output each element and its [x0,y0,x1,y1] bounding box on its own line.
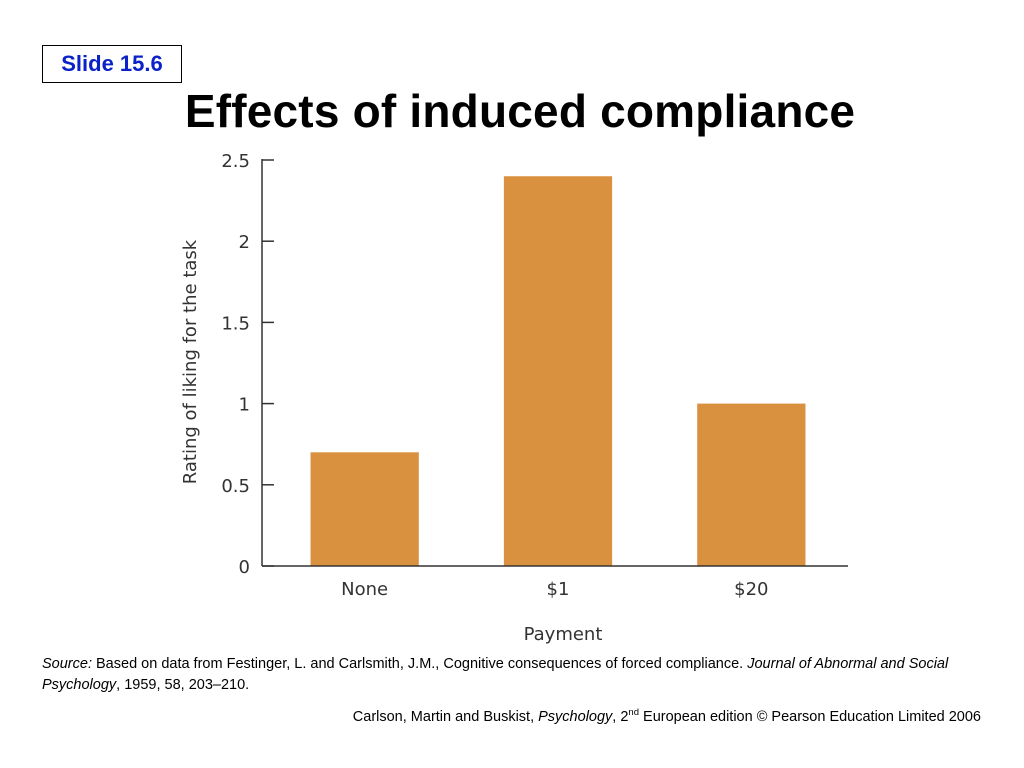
slide-number-badge: Slide 15.6 [42,45,182,83]
source-label: Source: [42,656,92,672]
bar-0 [310,452,419,566]
x-axis-label: Payment [524,624,603,645]
y-tick-label: 1.5 [221,313,250,334]
y-tick-label: 0 [239,557,250,578]
source-text: Based on data from Festinger, L. and Car… [91,656,748,672]
y-axis-ticks: 0 0.5 1 1.5 2 2.5 [221,151,274,578]
credit-authors: Carlson, Martin and Buskist, [352,709,539,725]
source-citation: Source: Based on data from Festinger, L.… [42,654,987,696]
y-tick-label: 2.5 [221,151,250,172]
x-tick-label: $1 [547,579,570,600]
x-axis-ticks: None $1 $20 [341,579,768,600]
x-tick-label: None [341,579,388,600]
bar-chart: 0 0.5 1 1.5 2 2.5 None $1 $20 Rating of liking … [180,151,848,645]
credit-book: Psychology [538,709,613,725]
slide-title: Effects of induced compliance [184,85,856,137]
credit-ordinal: nd [628,707,639,718]
source-details: , 1959, 58, 203–210. [116,677,250,693]
source-journal: Journal of Abnormal and Social Psycholog… [42,656,949,693]
y-tick-label: 1 [239,395,250,416]
credit-rest: European edition © Pearson Education Lim… [639,709,981,725]
bar-2 [697,403,806,566]
bars [310,176,806,567]
copyright-footer: Carlson, Martin and Buskist, Psychology,… [352,707,981,725]
credit-sep: , 2 [612,709,629,725]
y-axis-label: Rating of liking for the task [180,239,201,484]
y-tick-label: 0.5 [221,476,250,497]
x-tick-label: $20 [734,579,768,600]
bar-1 [503,176,613,567]
y-tick-label: 2 [239,232,250,253]
